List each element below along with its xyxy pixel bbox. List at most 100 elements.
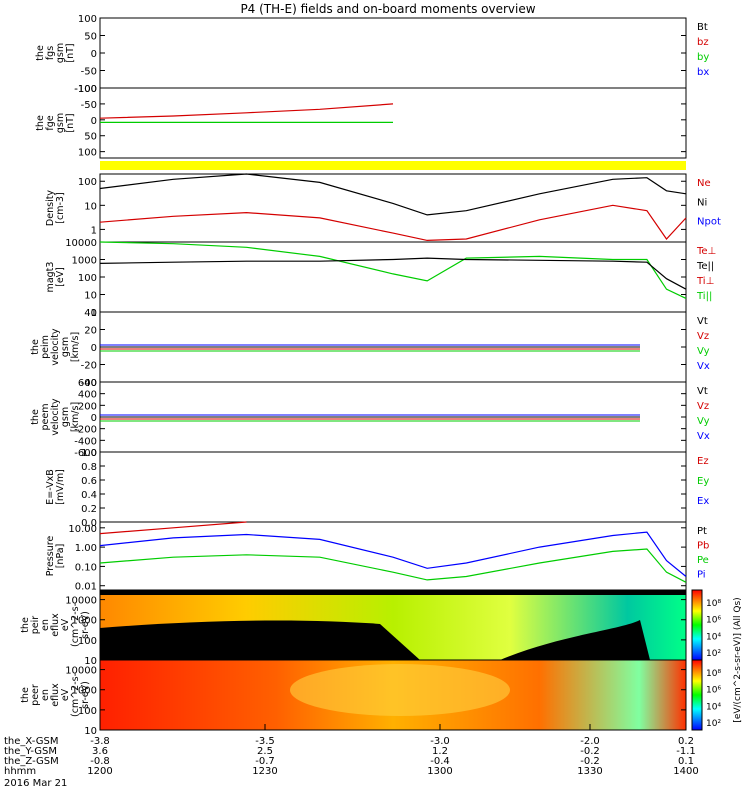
peer-ylabel: en xyxy=(40,689,51,701)
xaxis-row-label: the_X-GSM xyxy=(4,736,58,747)
veem-ytick-label: 600 xyxy=(78,378,97,389)
density-legend-1: Ni xyxy=(697,197,707,208)
peir-ylabel: eV xyxy=(60,618,71,631)
fgs-ytick-label: -100 xyxy=(74,84,97,95)
colorbar-tick: 10⁶ xyxy=(706,616,721,626)
fge-ytick-label: -100 xyxy=(74,84,97,95)
fgs-frame xyxy=(99,17,687,89)
panel-peer: 10000 1000 100 10 the peer en eflux eV (cm^2-s-sr… xyxy=(20,659,687,737)
veim-ytick-label: 40 xyxy=(84,308,97,319)
veem-ytick-label: 400 xyxy=(78,390,97,401)
peer-ylabel: eV xyxy=(60,688,71,701)
efield-ytick-label: 0.2 xyxy=(81,504,97,515)
efield-legend-1: Ey xyxy=(697,476,709,487)
veem-ylabel: peem xyxy=(40,404,51,431)
xaxis-value: -0.7 xyxy=(255,756,275,767)
temp-legend-2: Ti⊥ xyxy=(696,276,714,287)
efield-legend-0: Ez xyxy=(697,456,709,467)
temp-ytick-label: 100 xyxy=(78,273,97,284)
veim-legend-3: Vx xyxy=(697,361,710,372)
xaxis-value: -0.8 xyxy=(90,756,110,767)
veem-legend-0: Vt xyxy=(697,386,708,397)
fge-ytick-label: 50 xyxy=(84,132,97,143)
fge-ylabel: the xyxy=(35,115,46,131)
veim-ylabel: the xyxy=(30,339,41,355)
peir-ylabel: eflux xyxy=(50,613,61,637)
veem-ytick-label: 200 xyxy=(78,401,97,412)
peir-top-band xyxy=(100,590,686,595)
peer-ytick-label: 10 xyxy=(84,726,97,737)
peir-ytick-label: 10000 xyxy=(65,596,97,607)
xaxis-value: -3.0 xyxy=(430,736,450,747)
veem-legend-2: Vy xyxy=(697,416,710,427)
peer-ylabel: sr-eV) xyxy=(80,681,91,709)
efield-ylabel: E=-VxB xyxy=(45,469,56,504)
density-ytick-label: 1 xyxy=(91,225,97,236)
xaxis-value: -0.4 xyxy=(430,756,450,767)
colorbar-tick: 10⁸ xyxy=(706,599,721,609)
fge-ytick-label: -50 xyxy=(81,100,97,111)
x-axis-group: the_X-GSM -3.8 -3.5 -3.0 -2.0 0.2 the_Y-GSM 3.6… xyxy=(4,724,699,789)
xaxis-date: 2016 Mar 21 xyxy=(4,778,67,789)
fgs-ytick-label: 0 xyxy=(91,49,97,60)
fgs-ylabel: [nT] xyxy=(65,43,76,62)
efield-legend-2: Ex xyxy=(697,496,709,507)
veim-legend-2: Vy xyxy=(697,346,710,357)
veem-ytick-label: 0 xyxy=(91,413,97,424)
xaxis-value: -3.5 xyxy=(255,736,275,747)
pressure-legend-2: Pe xyxy=(697,555,709,566)
temp-ylabel: magt3 xyxy=(45,262,56,293)
efield-ytick-label: 1.0 xyxy=(81,448,97,459)
veem-ylabel: velocity xyxy=(50,398,61,436)
colorbar-tick: 10⁴ xyxy=(706,702,721,712)
peer-ytick-label: 1000 xyxy=(72,686,97,697)
fge-ytick-label: 0 xyxy=(91,116,97,127)
peer-ylabel: peer xyxy=(30,684,41,706)
veim-ytick-label: 20 xyxy=(84,326,97,337)
temp-ytick-label: 10000 xyxy=(65,238,97,249)
fgs-legend-1: bz xyxy=(697,37,709,48)
density-ytick-label: 10 xyxy=(84,201,97,212)
chart-title: P4 (TH-E) fields and on-board moments ov… xyxy=(240,2,535,16)
peir-ytick-label: 100 xyxy=(78,636,97,647)
veem-ylabel: [km/s] xyxy=(70,402,81,432)
colorbar-tick: 10⁶ xyxy=(706,686,721,696)
xaxis-value: 0.2 xyxy=(678,736,694,747)
peir-ylabel: sr-eV) xyxy=(80,611,91,639)
xaxis-row-label: the_Z-GSM xyxy=(4,756,59,767)
density-ylabel: [cm-3] xyxy=(55,192,66,223)
colorbar-tick: 10² xyxy=(706,649,721,659)
peir-low-count-region-2 xyxy=(500,620,650,660)
efield-ytick-label: 0.6 xyxy=(81,476,97,487)
fge-ylabel: gsm xyxy=(55,113,66,133)
colorbar-label: [eV/(cm^2-s-sr-eV)] (All Qs) xyxy=(733,597,743,722)
panel-fgs: 100 50 0 -50 -100 the fgs gsm [nT] Bt bz by bx xyxy=(35,14,709,95)
panel-peir: 10000 1000 100 10 the peir en eflux eV (cm^2-s-sr… xyxy=(20,589,687,667)
veim-ytick-label: -40 xyxy=(81,378,97,389)
xaxis-value: 1.2 xyxy=(432,746,448,757)
peer-ytick-label: 10000 xyxy=(65,666,97,677)
density-ylabel: Density xyxy=(45,190,56,226)
series-fge-bx xyxy=(99,103,394,119)
fgs-ylabel: the xyxy=(35,45,46,61)
series-temp-Ti xyxy=(99,241,687,299)
fge-ylabel: fge xyxy=(45,115,56,130)
temp-legend-0: Te⊥ xyxy=(696,246,716,257)
xaxis-value: -0.2 xyxy=(580,756,600,767)
xaxis-value: 3.6 xyxy=(92,746,108,757)
series-pressure-Pi xyxy=(99,531,687,577)
veim-ytick-label: 0 xyxy=(91,343,97,354)
temp-ytick-label: 1 xyxy=(91,308,97,319)
pressure-ytick-label: 0.10 xyxy=(75,562,97,573)
xaxis-value: 1400 xyxy=(673,766,698,777)
peir-ylabel: en xyxy=(40,619,51,631)
temp-frame xyxy=(99,241,687,313)
pressure-frame xyxy=(99,521,687,591)
peir-ylabel: (cm^2-s- xyxy=(70,603,81,647)
temp-ytick-label: 10 xyxy=(84,291,97,302)
pressure-ytick-label: 10.00 xyxy=(68,524,97,535)
xaxis-value: -2.0 xyxy=(580,736,600,747)
peir-ytick-label: 10 xyxy=(84,656,97,667)
peir-low-count-region xyxy=(100,620,420,660)
